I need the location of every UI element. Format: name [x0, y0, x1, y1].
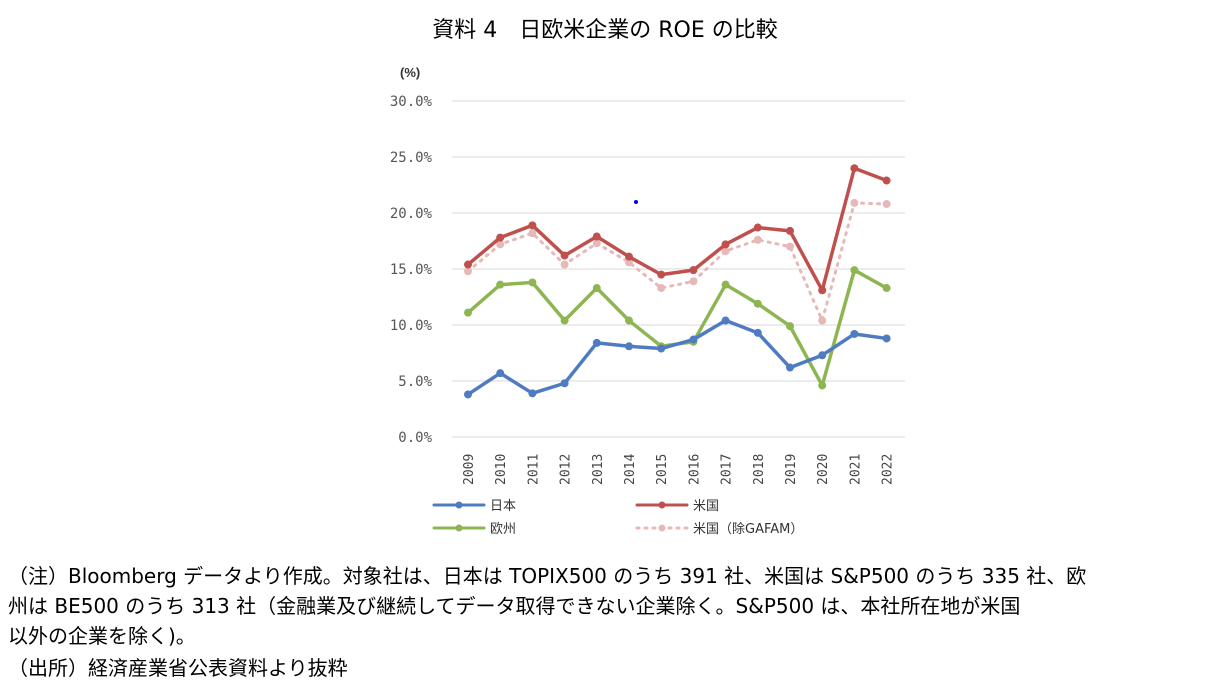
- data-point: [818, 381, 827, 390]
- legend-swatch-marker: [455, 524, 463, 532]
- data-point: [464, 267, 472, 276]
- data-point: [592, 338, 601, 347]
- data-point: [592, 232, 601, 241]
- y-tick-label: 20.0%: [390, 206, 433, 222]
- x-tick-label: 2016: [687, 454, 702, 485]
- data-point: [657, 344, 666, 353]
- legend-label: 米国（除GAFAM）: [693, 522, 803, 537]
- footnote-line-3: 以外の企業を除く)。: [8, 624, 196, 648]
- data-point: [689, 266, 698, 275]
- data-point: [625, 258, 633, 267]
- x-tick-label: 2011: [526, 454, 541, 485]
- data-point: [721, 316, 730, 325]
- data-point: [464, 390, 472, 399]
- data-point: [753, 299, 762, 308]
- y-tick-label: 25.0%: [390, 150, 433, 166]
- data-point: [721, 280, 730, 289]
- data-point: [786, 363, 794, 372]
- data-point: [496, 233, 505, 242]
- data-point: [753, 235, 762, 244]
- data-point: [528, 229, 537, 238]
- data-point: [560, 379, 569, 388]
- footnote-line-2: 州は BE500 のうち 313 社（金融業及び継続してデータ取得できない企業除…: [8, 594, 1021, 618]
- data-point: [592, 284, 601, 293]
- data-point: [560, 251, 569, 260]
- data-point: [882, 176, 891, 185]
- data-point: [689, 277, 698, 286]
- x-tick-label: 2020: [816, 454, 831, 485]
- line-chart: (%) 0.0% 5.0% 10.0% 15.0% 20.0% 25.0% 30.0% 2009…: [390, 65, 905, 537]
- data-point: [625, 316, 633, 325]
- data-point: [625, 252, 633, 261]
- x-tick-label: 2022: [881, 454, 896, 485]
- data-point: [818, 316, 827, 325]
- x-tick-label: 2014: [623, 454, 638, 485]
- series-line-1: [466, 166, 889, 293]
- legend-label: 日本: [490, 499, 516, 514]
- data-point: [560, 260, 569, 269]
- chart-title: 資料 4 日欧米企業の ROE の比較: [432, 18, 778, 43]
- data-point: [528, 389, 537, 398]
- y-tick-label: 15.0%: [390, 262, 433, 278]
- y-tick-label: 30.0%: [390, 94, 433, 110]
- x-tick-label: 2009: [462, 454, 477, 485]
- data-point: [721, 240, 730, 249]
- source-note: （出所）経済産業省公表資料より抜粋: [8, 656, 348, 680]
- data-point: [850, 329, 859, 338]
- data-point: [882, 200, 891, 209]
- y-axis-unit: (%): [400, 65, 420, 80]
- y-tick-label: 10.0%: [390, 318, 433, 334]
- data-point: [786, 242, 794, 251]
- data-point: [560, 316, 569, 325]
- data-point: [657, 270, 666, 279]
- data-point: [689, 335, 698, 344]
- data-point: [528, 221, 537, 230]
- data-point: [625, 342, 633, 351]
- data-point: [464, 308, 472, 317]
- data-point: [882, 334, 891, 343]
- data-point: [786, 226, 794, 235]
- data-point: [528, 278, 537, 287]
- data-point: [496, 280, 505, 289]
- data-point: [786, 322, 794, 331]
- data-point: [850, 266, 859, 275]
- data-point: [882, 284, 891, 293]
- x-tick-label: 2018: [752, 454, 767, 485]
- x-tick-label: 2019: [784, 454, 799, 485]
- data-point: [753, 328, 762, 337]
- legend-swatch-marker: [658, 501, 666, 509]
- x-tick-label: 2021: [848, 454, 863, 485]
- data-point: [496, 369, 505, 378]
- data-point: [496, 240, 505, 249]
- data-point: [818, 351, 827, 360]
- data-point: [850, 164, 859, 173]
- series-line-0: [466, 318, 889, 397]
- legend-label: 欧州: [490, 522, 516, 537]
- data-point: [657, 284, 666, 293]
- data-point: [850, 198, 859, 207]
- x-tick-label: 2012: [559, 454, 574, 485]
- legend-label: 米国: [693, 499, 719, 514]
- stray-dot: [634, 200, 638, 204]
- data-point: [592, 239, 601, 248]
- series-line-3: [466, 201, 889, 323]
- x-tick-label: 2017: [720, 454, 735, 485]
- y-tick-label: 0.0%: [398, 430, 432, 446]
- footnote-line-1: （注）Bloomberg データより作成。対象社は、日本は TOPIX500 の…: [8, 564, 1087, 588]
- x-tick-label: 2013: [591, 454, 606, 485]
- data-point: [818, 286, 827, 295]
- legend-swatch-marker: [455, 501, 463, 509]
- x-tick-label: 2010: [494, 454, 509, 485]
- data-point: [753, 223, 762, 232]
- data-point: [464, 260, 472, 269]
- y-tick-label: 5.0%: [398, 374, 432, 390]
- x-tick-label: 2015: [655, 454, 670, 485]
- data-point: [721, 247, 730, 256]
- legend-swatch-marker: [658, 524, 666, 532]
